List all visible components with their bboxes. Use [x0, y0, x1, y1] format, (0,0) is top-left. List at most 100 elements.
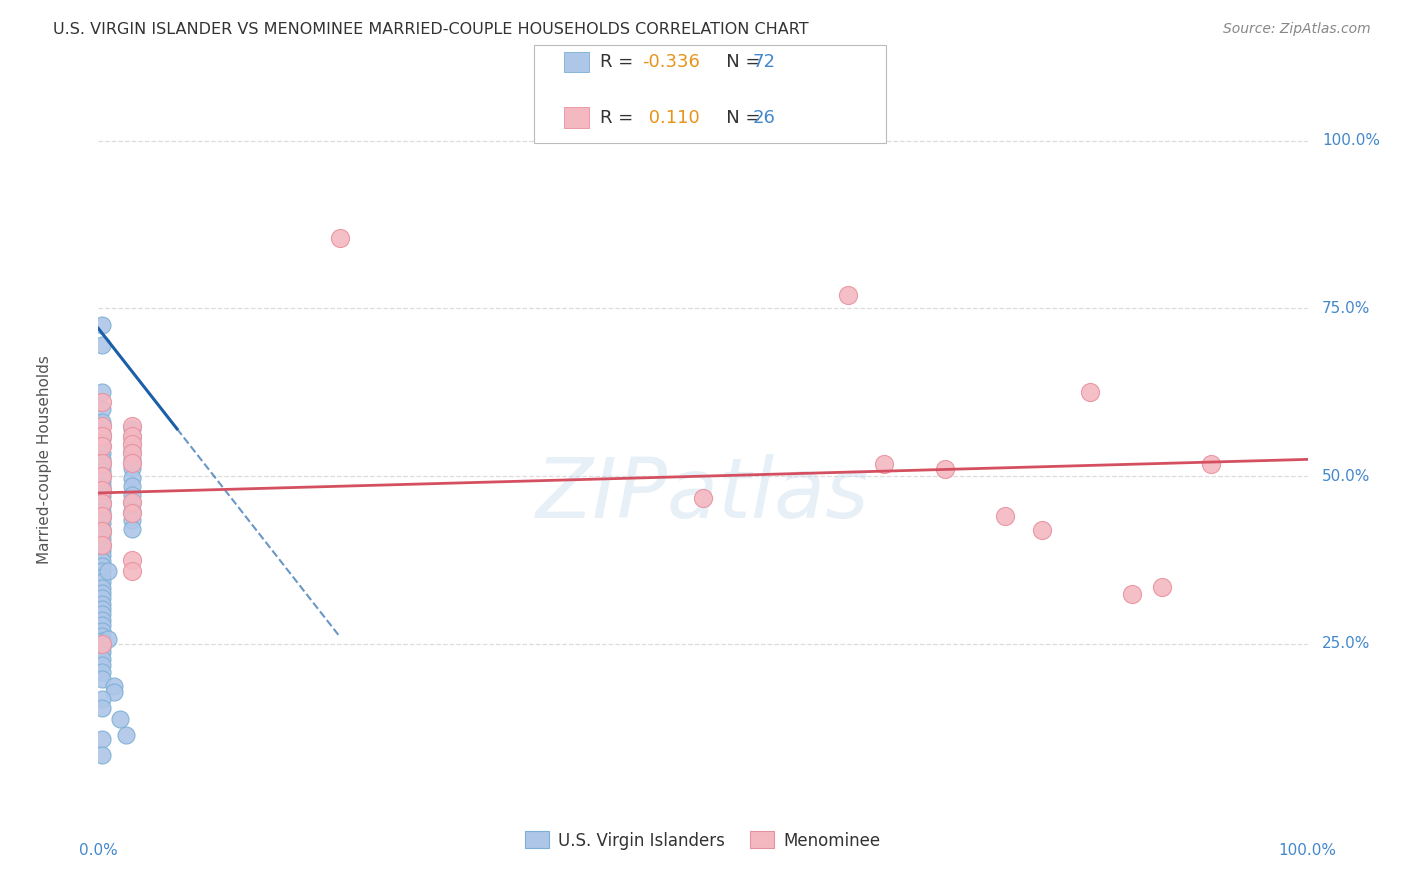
Point [91, 484, 114, 499]
Point [97, 565, 120, 579]
Point [91, 395, 114, 409]
Point [91, 634, 114, 648]
Point [91, 597, 114, 611]
Point [91, 549, 114, 563]
Point [91, 516, 114, 530]
Point [91, 469, 114, 483]
Point [115, 727, 138, 741]
Point [91, 479, 114, 493]
Text: 0.110: 0.110 [643, 109, 699, 127]
Point [91, 732, 114, 747]
Point [1199, 457, 1222, 471]
Point [121, 521, 143, 535]
Point [837, 288, 859, 302]
Point [91, 500, 114, 514]
Point [91, 474, 114, 488]
Text: 75.0%: 75.0% [1322, 301, 1371, 316]
Point [121, 445, 143, 459]
Point [91, 402, 114, 417]
Text: U.S. VIRGIN ISLANDER VS MENOMINEE MARRIED-COUPLE HOUSEHOLDS CORRELATION CHART: U.S. VIRGIN ISLANDER VS MENOMINEE MARRIE… [53, 22, 808, 37]
Point [121, 494, 143, 508]
Point [91, 527, 114, 541]
Point [329, 231, 352, 245]
Point [91, 645, 114, 659]
Text: 26: 26 [752, 109, 775, 127]
Point [121, 470, 143, 484]
Point [91, 425, 114, 440]
Point [121, 437, 143, 451]
Point [91, 432, 114, 446]
Point [121, 452, 143, 467]
Point [91, 494, 114, 508]
Point [91, 483, 114, 497]
Point [121, 506, 143, 520]
Point [91, 533, 114, 547]
Point [91, 318, 114, 333]
Text: R =: R = [600, 54, 640, 71]
Text: N =: N = [709, 109, 766, 127]
Point [91, 554, 114, 568]
Text: N =: N = [709, 54, 766, 71]
Point [121, 418, 143, 433]
Text: Married-couple Households: Married-couple Households [37, 355, 52, 564]
Point [91, 505, 114, 519]
Point [121, 488, 143, 502]
Point [103, 679, 125, 693]
Text: 0.0%: 0.0% [79, 844, 118, 858]
Point [91, 338, 114, 352]
Point [121, 504, 143, 518]
Point [91, 565, 114, 579]
Text: Source: ZipAtlas.com: Source: ZipAtlas.com [1223, 22, 1371, 37]
Point [91, 624, 114, 638]
Point [91, 439, 114, 453]
Point [91, 456, 114, 470]
Point [121, 442, 143, 457]
Point [121, 553, 143, 567]
Point [121, 496, 143, 510]
Point [91, 439, 114, 453]
Point [91, 570, 114, 584]
Point [91, 538, 114, 552]
Point [91, 459, 114, 474]
Point [103, 685, 125, 699]
Point [97, 632, 120, 646]
Point [108, 712, 131, 726]
Point [91, 747, 114, 762]
Point [91, 464, 114, 478]
Point [994, 509, 1017, 524]
Point [121, 429, 143, 443]
Point [91, 489, 114, 503]
Point [91, 385, 114, 400]
Point [121, 422, 143, 436]
Point [1078, 385, 1101, 400]
Point [91, 416, 114, 430]
Point [121, 432, 143, 446]
Point [91, 469, 114, 483]
Point [91, 445, 114, 459]
Point [91, 607, 114, 622]
Point [91, 602, 114, 616]
Point [91, 559, 114, 574]
Point [91, 496, 114, 510]
Text: ZIPatlas: ZIPatlas [536, 454, 870, 535]
Point [91, 658, 114, 673]
Point [91, 640, 114, 654]
Point [91, 618, 114, 632]
Point [121, 565, 143, 579]
Point [91, 629, 114, 643]
Point [91, 521, 114, 535]
Point [91, 672, 114, 686]
Point [91, 637, 114, 651]
Point [91, 651, 114, 665]
Point [91, 452, 114, 467]
Point [91, 418, 114, 433]
Point [91, 543, 114, 558]
Point [91, 509, 114, 524]
Text: 100.0%: 100.0% [1322, 133, 1381, 148]
Text: R =: R = [600, 109, 640, 127]
Text: 50.0%: 50.0% [1322, 468, 1371, 483]
Point [1152, 580, 1174, 594]
Point [91, 700, 114, 714]
Text: -0.336: -0.336 [643, 54, 700, 71]
Text: 25.0%: 25.0% [1322, 636, 1371, 651]
